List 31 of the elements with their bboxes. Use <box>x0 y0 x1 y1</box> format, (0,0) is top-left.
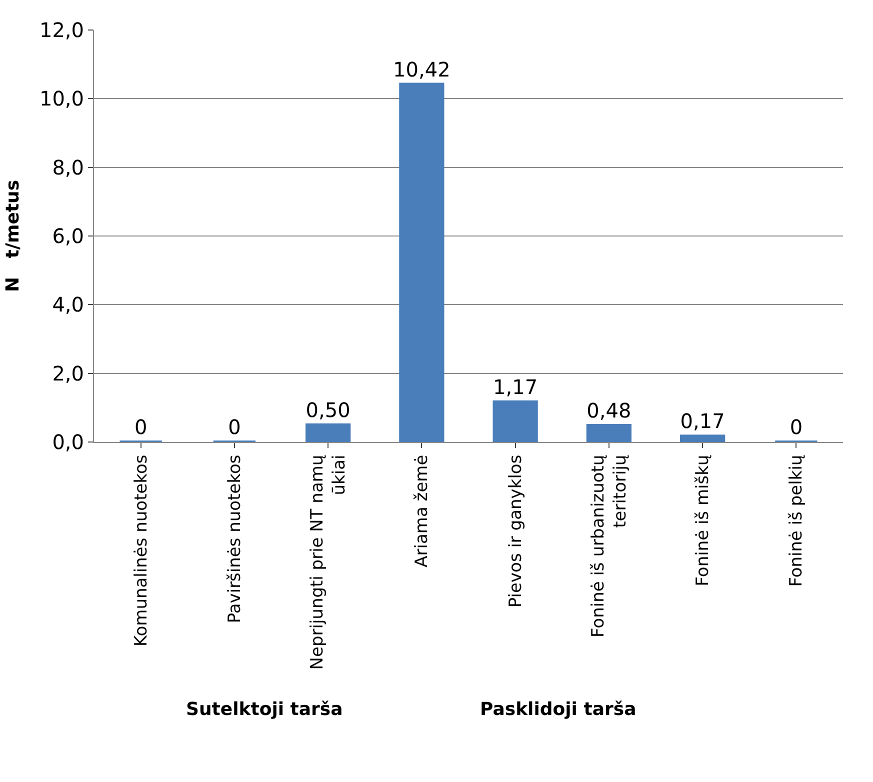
y-tick-label: 8,0 <box>52 155 84 180</box>
bar <box>680 434 726 442</box>
x-tick-label: Neprijungti prie NT namų ūkiai <box>308 454 350 670</box>
y-tick-label: 12,0 <box>39 18 84 42</box>
text: Pasklidoji tarša <box>480 699 636 720</box>
x-tick-label: Foninė iš pelkių <box>786 454 807 587</box>
data-label: 1,17 <box>493 374 538 399</box>
bar <box>492 400 538 442</box>
data-label: 0 <box>790 415 803 439</box>
data-label: 10,42 <box>393 57 450 82</box>
data-label: 0 <box>134 415 148 439</box>
y-tick-label: 10,0 <box>39 86 84 111</box>
x-tick-label: Foninė iš miškų <box>693 454 714 586</box>
y-axis-title: N t/metus <box>2 180 24 292</box>
bar <box>399 82 444 442</box>
y-tick-label: 4,0 <box>52 292 84 317</box>
text: Sutelktoji tarša <box>186 699 343 720</box>
y-tick-label: 0,0 <box>52 430 84 454</box>
y-tick-label: 2,0 <box>52 361 84 386</box>
x-tick-label: Paviršinės nuotekos <box>224 454 245 624</box>
bar <box>586 424 632 442</box>
x-tick-label: Ariama žemė <box>412 454 432 568</box>
data-label: 0,50 <box>306 398 350 422</box>
bar <box>306 423 351 442</box>
data-label: 0 <box>228 415 241 439</box>
x-tick-label: Komunalinės nuotekos <box>131 454 152 647</box>
y-tick-label: 6,0 <box>52 224 84 248</box>
data-label: 0,48 <box>586 398 632 423</box>
x-tick-label: Pievos ir ganyklos <box>506 454 526 608</box>
x-tick-label: Foninė iš urbanizuotų teritorijų <box>588 454 631 638</box>
data-label: 0,17 <box>680 409 725 434</box>
